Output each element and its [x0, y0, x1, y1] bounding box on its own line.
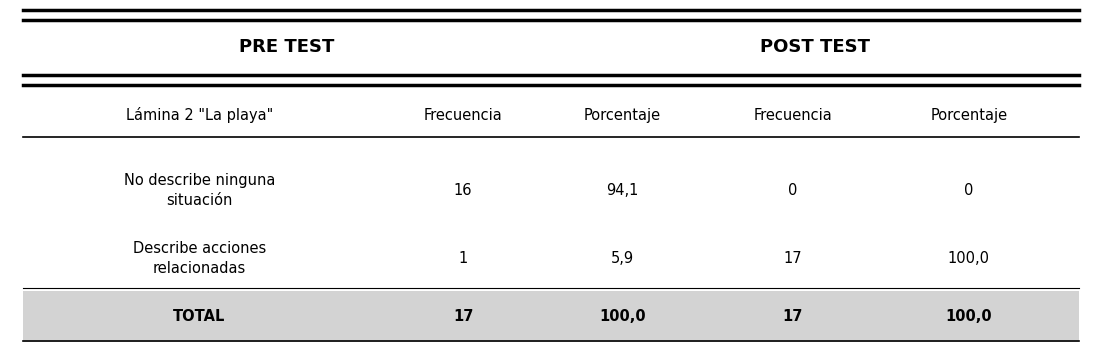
Text: Describe acciones
relacionadas: Describe acciones relacionadas — [132, 241, 266, 276]
Text: 5,9: 5,9 — [611, 251, 634, 266]
Text: 17: 17 — [782, 309, 803, 323]
Text: 100,0: 100,0 — [599, 309, 646, 323]
Text: 94,1: 94,1 — [606, 183, 639, 198]
Text: Porcentaje: Porcentaje — [584, 108, 661, 123]
Text: 16: 16 — [454, 183, 473, 198]
Text: Lámina 2 "La playa": Lámina 2 "La playa" — [126, 107, 273, 123]
Text: Porcentaje: Porcentaje — [930, 108, 1007, 123]
Text: 17: 17 — [784, 251, 802, 266]
Text: POST TEST: POST TEST — [759, 38, 869, 56]
FancyBboxPatch shape — [23, 291, 1079, 342]
Text: No describe ninguna
situación: No describe ninguna situación — [123, 173, 274, 208]
Text: PRE TEST: PRE TEST — [239, 38, 335, 56]
Text: Frecuencia: Frecuencia — [754, 108, 832, 123]
Text: 1: 1 — [458, 251, 467, 266]
Text: TOTAL: TOTAL — [173, 309, 226, 323]
Text: Frecuencia: Frecuencia — [423, 108, 503, 123]
Text: 100,0: 100,0 — [948, 251, 990, 266]
Text: 17: 17 — [453, 309, 473, 323]
Text: 0: 0 — [964, 183, 973, 198]
Text: 0: 0 — [788, 183, 798, 198]
Text: 100,0: 100,0 — [946, 309, 992, 323]
